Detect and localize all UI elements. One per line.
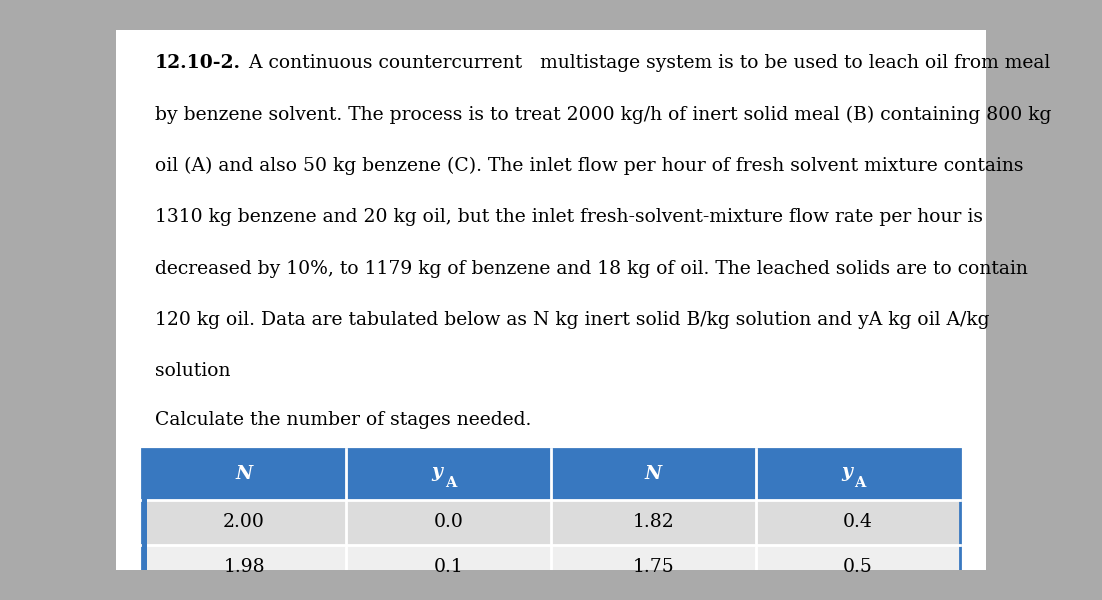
FancyBboxPatch shape [346, 545, 551, 589]
Text: 0.1: 0.1 [434, 558, 464, 576]
FancyBboxPatch shape [346, 500, 551, 545]
FancyBboxPatch shape [142, 589, 346, 600]
Text: N: N [645, 465, 662, 483]
FancyBboxPatch shape [142, 500, 346, 545]
Text: decreased by 10%, to 1179 kg of benzene and 18 kg of oil. The leached solids are: decreased by 10%, to 1179 kg of benzene … [155, 259, 1028, 277]
FancyBboxPatch shape [142, 449, 147, 600]
Text: 0.5: 0.5 [843, 558, 873, 576]
Text: 0.0: 0.0 [434, 513, 464, 531]
Text: y: y [432, 463, 443, 481]
Text: 1.98: 1.98 [224, 558, 264, 576]
FancyBboxPatch shape [756, 449, 960, 500]
Text: 1.75: 1.75 [633, 558, 674, 576]
FancyBboxPatch shape [116, 30, 986, 570]
Text: by benzene solvent. The process is to treat 2000 kg/h of inert solid meal (B) co: by benzene solvent. The process is to tr… [155, 106, 1051, 124]
FancyBboxPatch shape [756, 589, 960, 600]
FancyBboxPatch shape [346, 449, 551, 500]
FancyBboxPatch shape [142, 545, 346, 589]
Text: A continuous countercurrent   multistage system is to be used to leach oil from : A continuous countercurrent multistage s… [244, 55, 1050, 73]
Text: solution: solution [155, 362, 230, 380]
FancyBboxPatch shape [142, 449, 346, 500]
Text: A: A [854, 476, 866, 490]
Text: 2.00: 2.00 [224, 513, 266, 531]
FancyBboxPatch shape [551, 545, 756, 589]
Text: A: A [445, 476, 456, 490]
Text: 0.4: 0.4 [843, 513, 873, 531]
Text: 1310 kg benzene and 20 kg oil, but the inlet fresh-solvent-mixture flow rate per: 1310 kg benzene and 20 kg oil, but the i… [155, 208, 983, 226]
FancyBboxPatch shape [551, 589, 756, 600]
FancyBboxPatch shape [551, 449, 756, 500]
Text: y: y [841, 463, 852, 481]
FancyBboxPatch shape [756, 545, 960, 589]
Text: oil (A) and also 50 kg benzene (C). The inlet flow per hour of fresh solvent mix: oil (A) and also 50 kg benzene (C). The … [155, 157, 1024, 175]
Text: N: N [236, 465, 252, 483]
Text: 12.10-2.: 12.10-2. [155, 55, 241, 73]
Text: 1.82: 1.82 [633, 513, 674, 531]
FancyBboxPatch shape [756, 500, 960, 545]
FancyBboxPatch shape [551, 500, 756, 545]
Text: Calculate the number of stages needed.: Calculate the number of stages needed. [155, 411, 531, 429]
Text: 120 kg oil. Data are tabulated below as N kg inert solid B/kg solution and yA kg: 120 kg oil. Data are tabulated below as … [155, 311, 990, 329]
FancyBboxPatch shape [346, 589, 551, 600]
